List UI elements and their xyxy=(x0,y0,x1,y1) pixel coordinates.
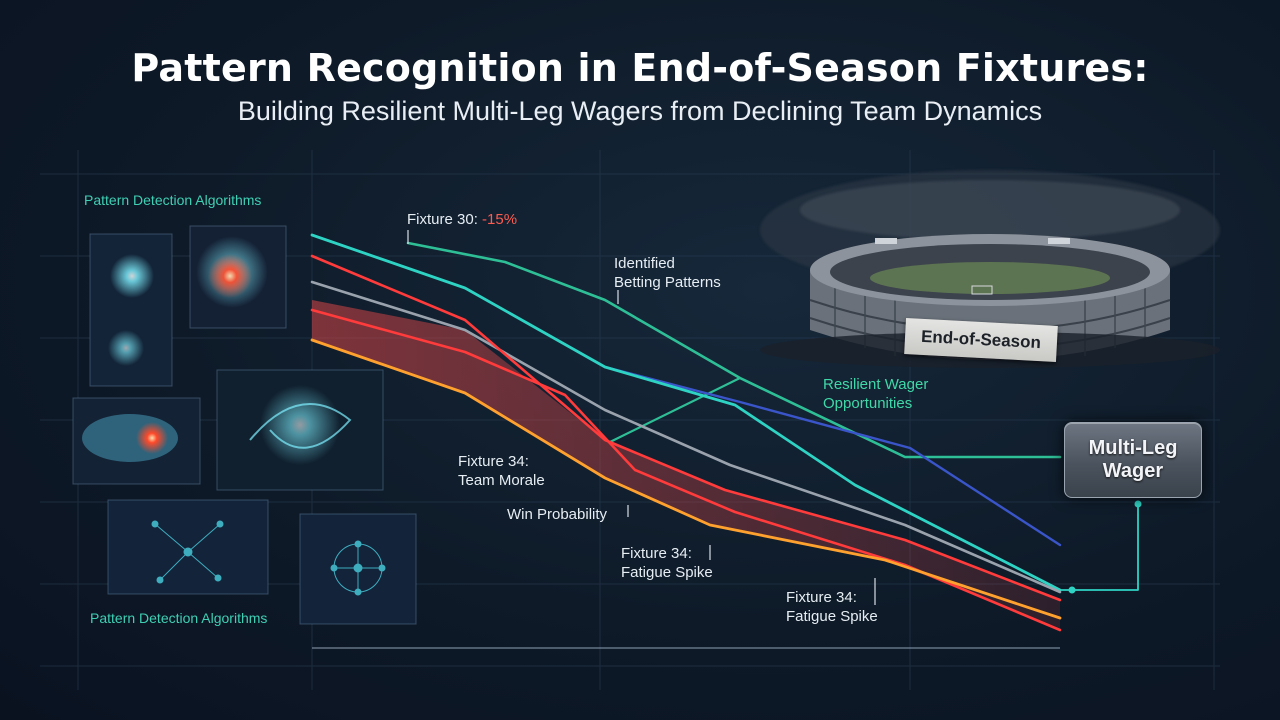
series-line-gray xyxy=(310,280,1062,594)
series-line-teal xyxy=(310,233,1062,592)
wager-connector-node xyxy=(1068,586,1076,594)
annotation-fixture-30: Fixture 30: -15% xyxy=(407,210,517,229)
risk-band xyxy=(312,300,1060,628)
annotation-win-probability: Win Probability xyxy=(507,506,608,523)
annotation-line: Team Morale xyxy=(458,472,545,489)
multi-leg-wager-box: Multi-Leg Wager xyxy=(1064,422,1202,498)
annotation-line: Fatigue Spike xyxy=(621,564,713,581)
annotation-line: Identified xyxy=(614,255,675,272)
annotation-team-morale: Fixture 34: Team Morale xyxy=(458,452,545,490)
wager-box-line2: Wager xyxy=(1102,460,1164,482)
wager-connector-node-top xyxy=(1134,500,1142,508)
stadium-illustration xyxy=(760,170,1220,368)
series-line-green xyxy=(406,241,1062,459)
annotation-line: Fixture 34: xyxy=(458,453,529,470)
annotation-line: Fatigue Spike xyxy=(786,608,878,625)
annotation-line: Fixture 34: xyxy=(621,545,692,562)
wager-box-line1: Multi-Leg xyxy=(1088,437,1178,459)
annotation-fatigue-spike-2: Fixture 34: Fatigue Spike xyxy=(786,588,878,626)
series-line-blue xyxy=(603,365,1062,547)
series-line-red-upper xyxy=(310,254,1062,602)
annotation-identified-patterns: Identified Betting Patterns xyxy=(614,254,721,292)
page-title: Pattern Recognition in End-of-Season Fix… xyxy=(131,46,1149,90)
annotation-fatigue-spike-1: Fixture 34: Fatigue Spike xyxy=(621,544,713,582)
annotation-line: Betting Patterns xyxy=(614,274,721,291)
series-line-green-cross xyxy=(608,376,742,444)
series-line-red-lower xyxy=(310,308,1062,632)
wager-connector xyxy=(1059,501,1139,591)
panel-label-bottom: Pattern Detection Algorithms xyxy=(90,610,268,626)
annotation-fixture-30-value: -15% xyxy=(482,211,518,228)
annotation-line: Opportunities xyxy=(823,395,913,412)
page-subtitle: Building Resilient Multi-Leg Wagers from… xyxy=(237,96,1043,126)
algorithm-thumbnails xyxy=(72,225,417,625)
series-line-orange xyxy=(310,338,1062,620)
annotation-line: Resilient Wager xyxy=(823,376,929,393)
annotation-fixture-30-label: Fixture 30: xyxy=(407,211,483,228)
panel-label-top: Pattern Detection Algorithms xyxy=(84,192,262,208)
annotation-resilient-wager: Resilient Wager Opportunities xyxy=(823,375,928,413)
annotation-line: Fixture 34: xyxy=(786,589,857,606)
